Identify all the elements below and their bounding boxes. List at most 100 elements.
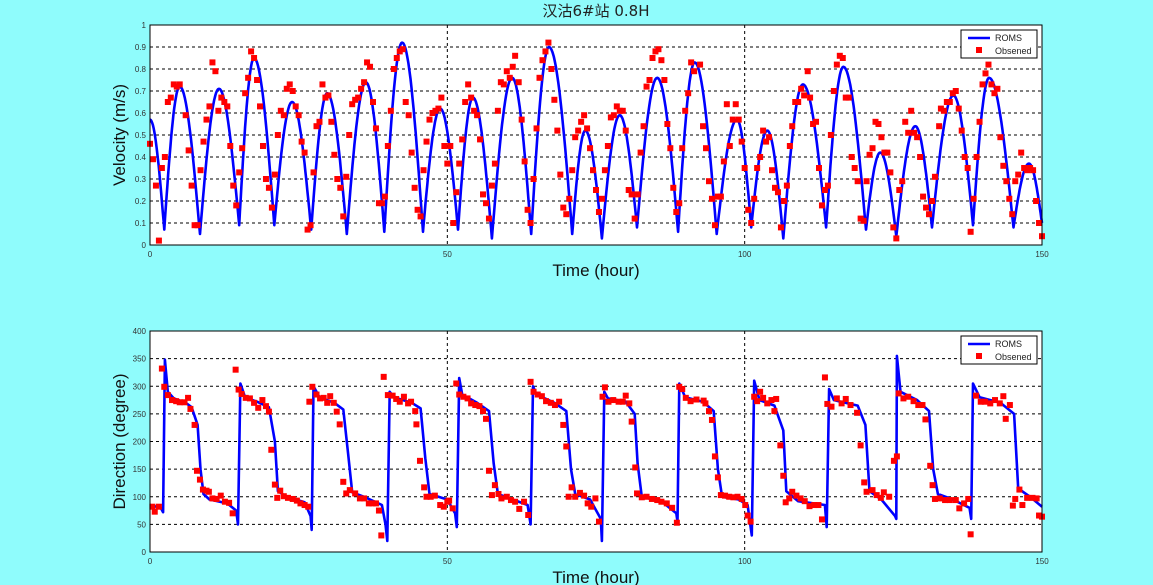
observed-point [581, 112, 588, 119]
observed-point [804, 68, 811, 75]
observed-point [471, 107, 478, 114]
observed-point [766, 134, 773, 141]
observed-point [946, 99, 953, 105]
observed-point [218, 94, 225, 101]
observed-point [521, 498, 528, 505]
observed-point [193, 467, 200, 474]
observed-point [525, 511, 532, 518]
observed-point [248, 48, 255, 55]
observed-point [545, 39, 552, 46]
observed-point [560, 204, 567, 211]
observed-point [780, 472, 787, 479]
observed-point [601, 384, 608, 391]
legend: ROMS Obsened [960, 335, 1038, 365]
observed-point [449, 505, 456, 512]
observed-point [760, 394, 767, 401]
y-tick-label: 350 [133, 355, 147, 364]
observed-point [679, 386, 686, 393]
observed-point [708, 416, 715, 423]
observed-point [679, 145, 686, 152]
observed-point [485, 215, 492, 222]
y-axis-label: Velocity (m/s) [110, 84, 129, 186]
observed-point [349, 101, 356, 108]
observed-point [187, 405, 194, 412]
observed-point [527, 220, 534, 226]
observed-point [795, 99, 802, 105]
observed-point [964, 165, 971, 171]
observed-point [595, 518, 602, 525]
observed-point [477, 136, 484, 143]
observed-point [643, 493, 650, 500]
observed-point [661, 77, 668, 83]
observed-point [327, 393, 334, 400]
observed-point [1033, 495, 1040, 502]
x-tick-label: 150 [1035, 557, 1049, 566]
observed-point [619, 398, 626, 405]
observed-point [474, 112, 481, 119]
observed-point [440, 503, 447, 510]
observed-point [548, 66, 555, 72]
x-tick-label: 50 [443, 557, 452, 566]
observed-point [936, 123, 943, 130]
observed-point [277, 107, 284, 114]
y-tick-label: 250 [133, 410, 147, 419]
observed-point [301, 502, 308, 509]
observed-point [893, 235, 900, 242]
y-tick-label: 300 [133, 382, 147, 391]
observed-point [751, 195, 758, 202]
observed-point [958, 127, 965, 134]
observed-point [723, 101, 730, 108]
observed-point [927, 462, 934, 469]
observed-point [343, 173, 350, 180]
observed-point [396, 398, 403, 405]
observed-point [768, 397, 775, 404]
observed-point [649, 55, 656, 61]
observed-point [464, 395, 471, 402]
observed-point [340, 478, 347, 485]
observed-point [576, 489, 583, 496]
observed-point [158, 165, 165, 171]
x-tick-label: 0 [148, 250, 153, 259]
observed-point [780, 198, 787, 204]
legend-observed-swatch [976, 353, 982, 359]
observed-point [902, 118, 909, 125]
observed-point [1018, 149, 1025, 156]
observed-point [735, 116, 742, 123]
observed-point [411, 184, 418, 191]
observed-point [773, 395, 780, 402]
observed-point [399, 46, 406, 53]
observed-point [257, 103, 264, 110]
observed-point [337, 184, 344, 191]
observed-point [378, 200, 385, 207]
observed-point [1016, 486, 1023, 493]
observed-point [262, 176, 269, 182]
x-tick-label: 100 [738, 250, 752, 259]
observed-point [748, 220, 755, 226]
observed-point [732, 101, 739, 108]
observed-point [453, 189, 460, 196]
observed-point [438, 94, 445, 101]
observed-point [714, 474, 721, 481]
observed-point [543, 398, 550, 405]
observed-point [557, 171, 564, 178]
observed-point [361, 79, 368, 86]
x-tick-label: 50 [443, 250, 452, 259]
observed-point [209, 495, 216, 502]
observed-point [942, 497, 949, 504]
observed-point [389, 392, 396, 399]
observed-point [365, 500, 372, 507]
observed-point [854, 409, 861, 416]
observed-point [631, 215, 638, 222]
observed-point [176, 81, 183, 88]
observed-point [364, 59, 371, 66]
observed-point [226, 499, 233, 506]
y-tick-label: 200 [133, 438, 147, 447]
observed-point [637, 149, 644, 156]
observed-point [414, 206, 421, 213]
observed-point [601, 167, 608, 174]
observed-point [705, 178, 712, 185]
observed-point [691, 68, 698, 75]
observed-point [877, 494, 884, 501]
observed-point [581, 492, 588, 499]
observed-point [673, 519, 680, 526]
